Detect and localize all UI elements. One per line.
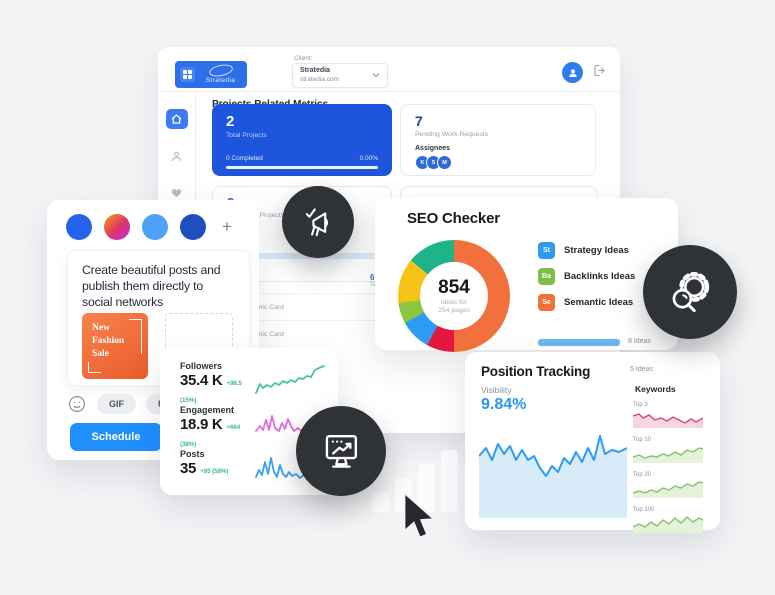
- seo-audit-badge: [643, 245, 737, 339]
- completed-progress-bar: [226, 166, 378, 169]
- emoji-icon[interactable]: [67, 394, 87, 414]
- social-network-blue[interactable]: [66, 214, 92, 240]
- sidebar-item-favorites[interactable]: [166, 183, 188, 203]
- keyword-row: Top 10: [632, 437, 704, 468]
- total-projects-card[interactable]: 2 Total Projects 0 Completed 0.00%: [212, 104, 392, 176]
- completed-percent: 0.00%: [359, 155, 378, 162]
- mouse-cursor: [403, 492, 436, 539]
- keywords-column: Top 3 Top 10 Top 20: [632, 402, 704, 538]
- user-button[interactable]: [562, 62, 583, 83]
- megaphone-icon: [305, 208, 328, 237]
- logout-icon[interactable]: [593, 64, 606, 82]
- seo-checker-card: SEO Checker 854 ideas for 254 pages St S…: [375, 198, 678, 352]
- faded-bar-chart: [372, 450, 464, 512]
- pending-value: 7: [415, 113, 423, 129]
- client-selector[interactable]: Stratedia stratedia.com: [292, 63, 388, 88]
- position-title: Position Tracking: [481, 364, 591, 379]
- client-domain: stratedia.com: [300, 75, 340, 83]
- post-image-tile[interactable]: New Fashion Sale: [82, 313, 148, 379]
- total-projects-label: Total Projects: [226, 132, 267, 139]
- post-description: Create beautiful posts and publish them …: [82, 263, 221, 310]
- total-projects-value: 2: [226, 113, 235, 130]
- donut-value: 854: [438, 277, 470, 299]
- stat-fragment: 6 Ta: [370, 273, 377, 288]
- strategy-badge: St: [538, 242, 555, 259]
- stat-row-followers: Followers 35.4 K +98.5 (15%): [180, 361, 338, 405]
- top20-sparkline: [632, 481, 704, 498]
- seo-legend: St Strategy Ideas Ba Backlinks Ideas Se …: [538, 242, 635, 311]
- gear-magnifier-icon: [672, 271, 710, 313]
- app-header: Stratedia Client: Stratedia stratedia.co…: [158, 47, 620, 92]
- delta-badge: +664 (38%): [180, 424, 241, 448]
- keyword-row: Top 3: [632, 402, 704, 433]
- position-tracking-card: Position Tracking 5 Ideas Visibility 9.8…: [465, 352, 720, 533]
- semantic-badge: Se: [538, 294, 555, 311]
- chevron-down-icon: [372, 71, 380, 80]
- visibility-chart: [479, 435, 627, 518]
- brand-name: Stratedia: [205, 76, 236, 84]
- pending-requests-card[interactable]: 7 Pending Work Requests Assignees K S M: [400, 104, 596, 176]
- delta-badge: +98.5 (15%): [180, 380, 242, 404]
- top10-sparkline: [632, 447, 704, 463]
- visibility-label: Visibility: [481, 385, 512, 395]
- stratedia-logo-icon: [207, 62, 234, 79]
- seo-donut-chart: 854 ideas for 254 pages: [398, 240, 510, 352]
- gif-button[interactable]: GIF: [97, 394, 136, 414]
- top100-sparkline: [632, 516, 704, 533]
- assignees-label: Assignees: [415, 145, 451, 152]
- keywords-label: Keywords: [635, 384, 676, 394]
- social-scheduler-card: + Create beautiful posts and publish the…: [47, 200, 259, 460]
- top3-sparkline: [632, 413, 704, 428]
- social-network-instagram[interactable]: [104, 214, 130, 240]
- social-network-darkblue[interactable]: [180, 214, 206, 240]
- brand-logo[interactable]: Stratedia: [175, 61, 247, 88]
- marketing-badge: [282, 186, 354, 258]
- ideas-progress-bar: [538, 339, 620, 346]
- followers-sparkline: [255, 365, 325, 394]
- apps-grid-icon: [180, 67, 195, 82]
- tile-text: New Fashion Sale: [92, 323, 125, 359]
- social-network-lightblue[interactable]: [142, 214, 168, 240]
- ideas-count-label: 5 Ideas: [630, 366, 653, 373]
- sidebar-item-home[interactable]: [165, 109, 188, 129]
- legend-item: Se Semantic Ideas: [538, 294, 635, 311]
- add-network-button[interactable]: +: [222, 217, 232, 236]
- backlinks-badge: Ba: [538, 268, 555, 285]
- client-label: Client:: [294, 55, 313, 62]
- seo-title: SEO Checker: [407, 210, 500, 227]
- client-name: Stratedia: [300, 67, 330, 75]
- ideas-progress-label: 8 Ideas: [628, 338, 651, 345]
- analytics-badge: [296, 406, 386, 496]
- schedule-button[interactable]: Schedule: [70, 423, 162, 451]
- completed-label: 0 Completed: [226, 155, 263, 162]
- keyword-row: Top 100: [632, 507, 704, 538]
- post-compose-card: Create beautiful posts and publish them …: [67, 250, 250, 386]
- delta-badge: +95 (58%): [200, 468, 229, 475]
- legend-item: Ba Backlinks Ideas: [538, 268, 635, 285]
- avatar: M: [437, 155, 452, 170]
- sidebar-item-clients[interactable]: [166, 146, 188, 166]
- keyword-row: Top 20: [632, 472, 704, 503]
- visibility-value: 9.84%: [481, 396, 527, 413]
- monitor-chart-icon: [325, 434, 358, 468]
- legend-item: St Strategy Ideas: [538, 242, 635, 259]
- pending-label: Pending Work Requests: [415, 131, 489, 138]
